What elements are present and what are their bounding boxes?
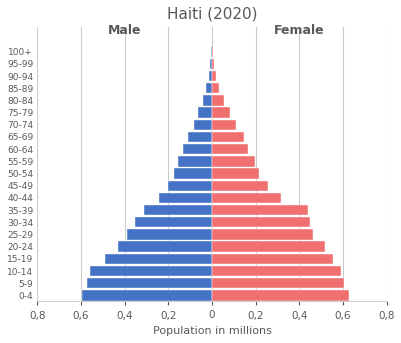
Bar xyxy=(105,253,212,264)
Bar xyxy=(127,229,212,240)
Bar xyxy=(212,144,247,154)
Bar xyxy=(206,83,212,93)
Bar xyxy=(212,266,340,276)
Bar xyxy=(212,168,258,179)
Title: Haiti (2020): Haiti (2020) xyxy=(166,7,257,22)
Bar xyxy=(212,241,324,252)
Bar xyxy=(173,168,212,179)
Bar xyxy=(134,217,212,227)
Bar xyxy=(182,144,212,154)
Bar xyxy=(212,46,213,57)
Bar xyxy=(82,290,212,300)
Bar xyxy=(212,71,216,81)
Bar xyxy=(212,95,223,106)
Bar xyxy=(212,217,310,227)
Bar xyxy=(212,83,219,93)
Bar xyxy=(193,120,212,130)
Bar xyxy=(210,59,212,69)
Bar xyxy=(212,278,343,288)
Bar xyxy=(212,59,214,69)
Bar xyxy=(198,107,212,118)
Bar xyxy=(144,205,212,215)
Bar xyxy=(212,229,312,240)
Bar xyxy=(212,107,229,118)
Bar xyxy=(168,180,212,191)
Bar xyxy=(212,156,254,166)
Bar xyxy=(178,156,212,166)
Bar xyxy=(118,241,212,252)
Bar xyxy=(203,95,212,106)
Bar xyxy=(212,132,243,142)
Bar xyxy=(212,290,348,300)
Bar xyxy=(212,205,308,215)
Bar xyxy=(158,193,212,203)
Bar xyxy=(188,132,212,142)
Bar xyxy=(212,120,235,130)
X-axis label: Population in millions: Population in millions xyxy=(152,326,271,336)
Bar xyxy=(89,266,212,276)
Bar xyxy=(212,193,280,203)
Text: Female: Female xyxy=(273,24,324,37)
Bar xyxy=(86,278,212,288)
Bar xyxy=(212,180,267,191)
Bar xyxy=(208,71,212,81)
Text: Male: Male xyxy=(108,24,141,37)
Bar xyxy=(211,46,212,57)
Bar xyxy=(212,253,332,264)
